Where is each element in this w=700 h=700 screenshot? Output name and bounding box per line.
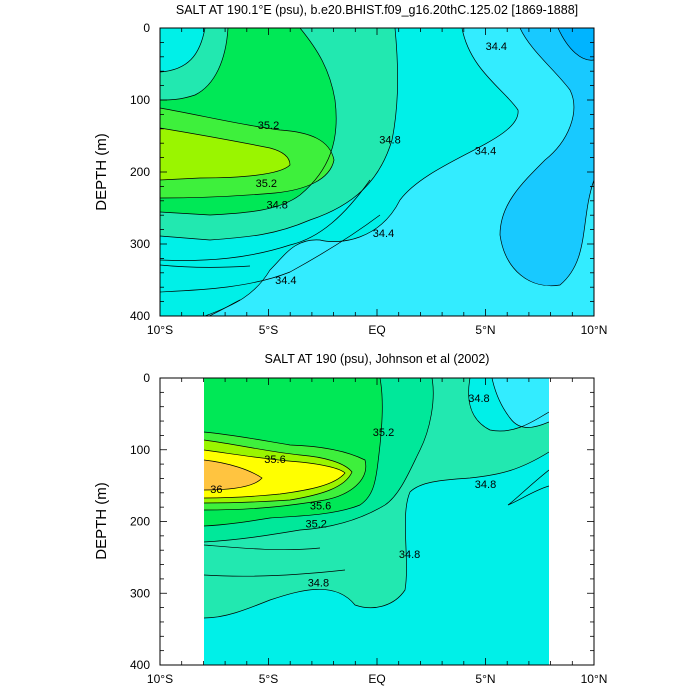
contour-label: 34.8 xyxy=(399,549,420,561)
panel-2-contour-labels: 36 35.6 35.6 35.2 35.2 34.8 34.8 34.8 34.8 xyxy=(210,393,496,589)
x-tick-label: 10°S xyxy=(147,672,173,686)
panel-2-chart: SALT AT 190 (psu), Johnson et al (2002) xyxy=(93,352,607,686)
p1-contour-deepest xyxy=(208,299,241,316)
p2-contour-35.4 xyxy=(204,431,367,511)
y-tick-label: 100 xyxy=(130,93,150,107)
p1-region-34.2-34.4-east xyxy=(500,28,594,316)
y-tick-label: 400 xyxy=(130,658,150,672)
panel-1-title: SALT AT 190.1°E (psu), b.e20.BHIST.f09_g… xyxy=(176,3,578,17)
panel-1-contour-labels: 35.2 35.2 34.8 34.8 34.4 34.4 34.4 34.4 xyxy=(256,41,507,287)
p1-region-nw-freshwater-inner xyxy=(160,28,205,72)
p2-contour-34.8-south xyxy=(204,451,549,619)
x-tick-label: EQ xyxy=(368,323,385,337)
p1-contour-34.2 xyxy=(499,28,594,287)
y-tick-label: 400 xyxy=(130,309,150,323)
panel-1-contour-lines xyxy=(160,28,594,316)
contour-label: 34.8 xyxy=(308,577,329,589)
p1-region-35.4-35.6 xyxy=(160,128,290,180)
p2-region-34.2-34.6-ne xyxy=(492,378,549,428)
y-tick-label: 300 xyxy=(130,237,150,251)
contour-label: 36 xyxy=(210,484,222,496)
contour-label: 34.8 xyxy=(475,479,496,491)
panel-2-y-axis-label: DEPTH (m) xyxy=(93,482,110,560)
contour-label: 35.6 xyxy=(310,501,331,513)
p2-contour-35.0 xyxy=(204,378,434,543)
p1-contour-34.6 xyxy=(160,28,398,241)
p2-contour-35.2 xyxy=(204,378,383,527)
x-tick-label: EQ xyxy=(368,672,385,686)
contour-label: 35.2 xyxy=(258,120,279,132)
contour-label: 35.2 xyxy=(306,519,327,531)
p2-contour-35.8 xyxy=(204,449,346,499)
panel-2-title: SALT AT 190 (psu), Johnson et al (2002) xyxy=(265,352,490,366)
p1-contour-34.8 xyxy=(160,28,337,216)
panel-2-contour-lines xyxy=(204,378,549,619)
p2-contour-34.6-ne xyxy=(491,378,549,428)
contour-label: 35.2 xyxy=(373,427,394,439)
contour-label: 34.4 xyxy=(486,41,507,53)
p2-contour-34.6-tongue xyxy=(507,469,549,506)
p2-contour-35.6 xyxy=(204,439,353,504)
panel-1-y-axis-label: DEPTH (m) xyxy=(93,133,110,211)
y-tick-label: 0 xyxy=(143,21,150,35)
contour-label: 35.6 xyxy=(264,454,285,466)
p1-contour-35.2 xyxy=(160,127,291,181)
panel-1-chart: SALT AT 190.1°E (psu), b.e20.BHIST.f09_g… xyxy=(93,3,607,337)
contour-label: 35.2 xyxy=(256,178,277,190)
x-tick-label: 5°N xyxy=(475,323,495,337)
p1-contour-34.0 xyxy=(557,28,594,61)
x-tick-label: 5°N xyxy=(475,672,495,686)
contour-label: 34.4 xyxy=(373,228,394,240)
x-tick-label: 5°S xyxy=(259,672,278,686)
y-tick-label: 100 xyxy=(130,443,150,457)
contour-label: 34.4 xyxy=(275,275,296,287)
contour-label: 34.8 xyxy=(266,199,287,211)
x-tick-label: 5°S xyxy=(259,323,278,337)
x-tick-label: 10°N xyxy=(581,672,608,686)
contour-label: 34.8 xyxy=(379,135,400,147)
p2-contour-35.0-lower xyxy=(204,544,321,551)
p1-contour-nw-2 xyxy=(160,28,206,73)
p1-contour-35.4 xyxy=(160,179,371,261)
p2-contour-36.0 xyxy=(204,459,263,491)
panel-2-axes: 10°S 5°S EQ 5°N 10°N 0 100 200 300 400 xyxy=(130,371,607,686)
p1-contour-deep xyxy=(160,214,381,293)
x-tick-label: 10°N xyxy=(581,323,608,337)
p2-contour-34.8 xyxy=(468,378,549,432)
panel-1-filled-contours xyxy=(160,28,594,316)
p1-contour-deeper xyxy=(160,264,251,268)
y-tick-label: 200 xyxy=(130,165,150,179)
contour-label: 34.8 xyxy=(468,393,489,405)
y-tick-label: 0 xyxy=(143,371,150,385)
p1-contour-34.4 xyxy=(204,28,519,316)
x-tick-label: 10°S xyxy=(147,323,173,337)
panel-1-axes: 10°S 5°S EQ 5°N 10°N 0 100 200 300 400 xyxy=(130,21,607,337)
panel-2-filled-contours xyxy=(204,378,549,665)
p1-contour-35.0 xyxy=(160,107,335,199)
p2-region-nw-patch xyxy=(204,378,230,433)
p1-region-34.0-34.2-ne xyxy=(558,28,594,61)
y-tick-label: 300 xyxy=(130,586,150,600)
p1-contour-nw-1 xyxy=(160,28,229,101)
contour-label: 34.4 xyxy=(475,145,496,157)
p2-region-gt-36.0 xyxy=(204,460,262,490)
p2-contour-34.8-lower xyxy=(204,569,346,577)
y-tick-label: 200 xyxy=(130,515,150,529)
